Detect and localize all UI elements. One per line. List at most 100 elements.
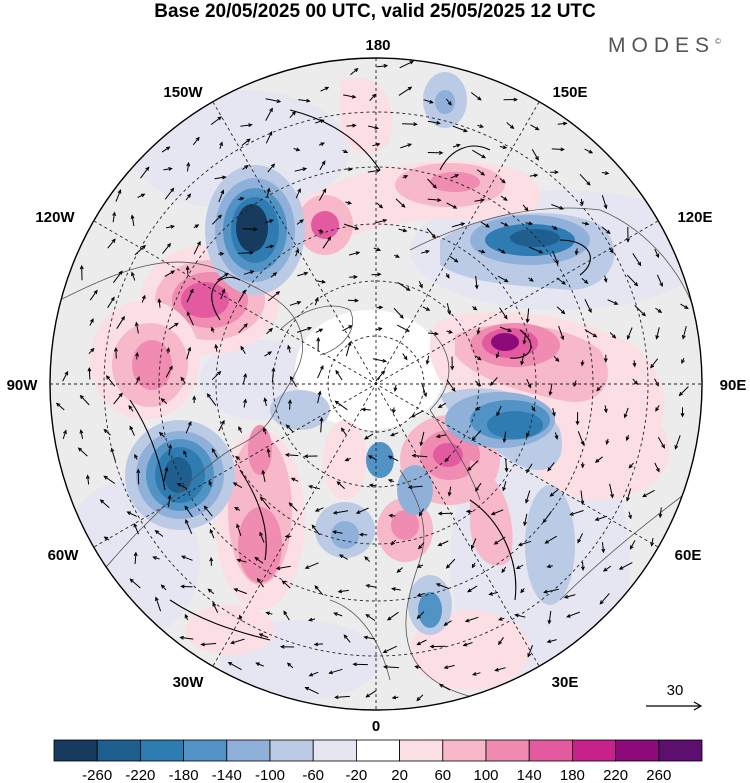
wind-arrow xyxy=(632,253,642,266)
wind-arrow xyxy=(364,636,376,640)
wind-arrowhead xyxy=(110,296,115,302)
wind-arrowhead xyxy=(220,189,225,195)
wind-arrowhead xyxy=(284,452,290,457)
wind-arrowhead xyxy=(423,392,427,398)
wind-arrowhead xyxy=(316,336,321,342)
wind-arrow xyxy=(527,645,533,657)
wind-arrowhead xyxy=(528,221,534,226)
wind-arrow xyxy=(577,533,584,543)
wind-arrowhead xyxy=(217,214,223,219)
colorbar-swatch xyxy=(312,739,357,762)
wind-arrow xyxy=(80,395,90,406)
wind-arrow xyxy=(654,378,659,386)
wind-arrowhead xyxy=(317,390,322,396)
wind-arrowhead xyxy=(363,635,368,640)
wind-arrowhead xyxy=(382,358,388,363)
wind-arrow xyxy=(499,307,508,319)
wind-arrow xyxy=(317,365,324,379)
wind-arrow xyxy=(467,460,479,471)
wind-arrowhead xyxy=(650,364,655,369)
wind-arrowhead xyxy=(527,653,532,658)
wind-arrow xyxy=(257,578,265,588)
wind-arrowhead xyxy=(284,534,290,539)
wind-arrow xyxy=(516,564,524,569)
wind-arrow xyxy=(548,610,552,624)
wind-arrow xyxy=(89,290,98,301)
wind-arrow xyxy=(582,561,584,570)
wind-arrowhead xyxy=(246,138,251,143)
wind-arrow xyxy=(417,611,425,619)
wind-arrowhead xyxy=(340,427,345,432)
wind-arrow xyxy=(465,616,479,622)
wind-arrow xyxy=(547,639,557,643)
wind-arrowhead xyxy=(121,315,125,321)
wind-arrow xyxy=(298,99,310,102)
wind-arrow xyxy=(547,462,555,472)
wind-arrowhead xyxy=(488,591,493,596)
wind-arrow xyxy=(444,664,455,669)
wind-arrow xyxy=(356,507,369,514)
wind-arrowhead xyxy=(79,394,84,400)
wind-arrowhead xyxy=(290,477,296,482)
wind-arrowhead xyxy=(227,662,233,666)
wind-arrowhead xyxy=(185,519,189,524)
wind-arrow xyxy=(551,148,564,150)
wind-arrow xyxy=(564,594,576,598)
wind-arrowhead xyxy=(355,251,361,256)
wind-arrow xyxy=(416,694,424,701)
wind-arrow xyxy=(267,291,280,302)
wind-arrowhead xyxy=(236,523,240,528)
wind-arrowhead xyxy=(258,633,264,638)
wind-arrowhead xyxy=(174,322,179,327)
wind-arrowhead xyxy=(467,466,472,472)
wind-arrowhead xyxy=(386,616,392,621)
wind-arrowhead xyxy=(402,228,408,233)
wind-arrowhead xyxy=(625,436,630,442)
wind-arrowhead xyxy=(560,147,565,152)
wind-arrow xyxy=(296,327,312,333)
wind-arrow xyxy=(129,426,135,436)
wind-arrowhead xyxy=(212,602,217,607)
wind-arrowhead xyxy=(611,334,617,339)
wind-arrowhead xyxy=(134,453,138,459)
wind-arrowhead xyxy=(432,184,437,189)
wind-arrowhead xyxy=(504,278,509,283)
wind-arrowhead xyxy=(304,565,310,569)
wind-arrow xyxy=(388,455,399,462)
wind-arrowhead xyxy=(655,407,660,412)
wind-arrow xyxy=(315,328,323,333)
wind-arrow xyxy=(436,434,447,438)
wind-arrowhead xyxy=(549,492,554,497)
colorbar-swatch xyxy=(269,739,314,762)
wind-arrowhead xyxy=(187,346,192,352)
wind-arrow xyxy=(242,228,257,230)
wind-arrow xyxy=(113,270,123,284)
wind-arrowhead xyxy=(266,447,271,453)
wind-arrowhead xyxy=(388,513,393,518)
colorbar-swatch xyxy=(485,739,530,762)
wind-arrow xyxy=(259,633,269,638)
wind-arrow xyxy=(366,689,377,698)
wind-arrowhead xyxy=(165,146,171,151)
wind-arrowhead xyxy=(603,408,608,414)
wind-arrowhead xyxy=(553,225,558,230)
wind-arrow xyxy=(259,532,265,543)
wind-arrow xyxy=(318,188,327,201)
wind-arrowhead xyxy=(515,565,521,570)
wind-arrowhead xyxy=(103,428,108,433)
wind-arrowhead xyxy=(658,513,663,519)
wind-arrowhead xyxy=(642,493,647,498)
wind-arrow xyxy=(500,195,508,201)
wind-arrowhead xyxy=(448,329,453,334)
wind-arrow xyxy=(603,565,612,572)
wind-arrowhead xyxy=(407,86,413,91)
wind-arrowhead xyxy=(655,335,660,340)
wind-arrowhead xyxy=(633,380,639,385)
wind-arrowhead xyxy=(602,567,608,572)
wind-arrowhead xyxy=(352,662,357,667)
wind-arrow xyxy=(88,368,91,380)
lon-label-30w: 30W xyxy=(173,674,205,691)
wind-arrow xyxy=(115,190,121,202)
wind-arrowhead xyxy=(601,548,606,554)
wind-arrowhead xyxy=(221,288,226,293)
